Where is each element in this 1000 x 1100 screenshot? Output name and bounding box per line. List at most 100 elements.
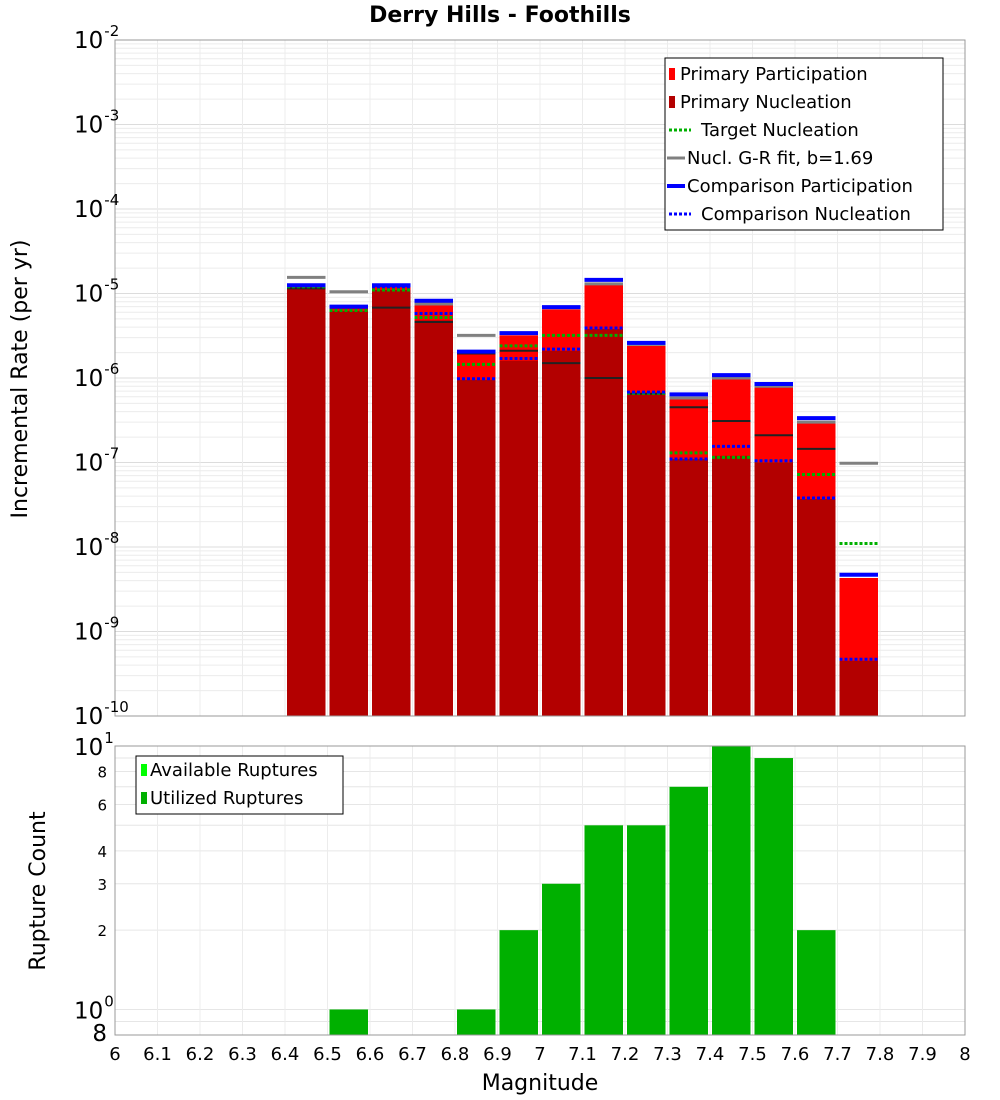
bottom-y-axis-title: Rupture Count <box>26 811 51 971</box>
bottom-y-tick-exponent: 0 <box>104 992 114 1010</box>
rupture-count-bar <box>457 1009 496 1035</box>
top-y-tick-label: 10-8 <box>74 529 119 561</box>
top-y-tick-label: 10-5 <box>74 276 119 308</box>
legend-label: Available Ruptures <box>150 760 318 781</box>
top-y-tick-exponent: -6 <box>104 360 119 378</box>
nucleation-bar <box>287 288 326 716</box>
top-y-tick-exponent: -7 <box>104 445 119 463</box>
x-tick-label: 7.5 <box>738 1044 767 1065</box>
nucleation-bar <box>839 660 878 716</box>
nucleation-bar <box>414 320 453 716</box>
top-y-tick-exponent: -9 <box>104 614 119 632</box>
legend-label: Nucl. G-R fit, b=1.69 <box>687 148 873 169</box>
nucleation-bar <box>712 455 751 716</box>
x-tick-label: 8 <box>959 1044 970 1065</box>
x-tick-label: 6.6 <box>356 1044 385 1065</box>
nucleation-bar <box>584 329 623 716</box>
top-legend-box <box>664 57 944 231</box>
x-tick-label: 7.6 <box>781 1044 810 1065</box>
x-tick-label: 7.4 <box>696 1044 725 1065</box>
top-y-tick-label: 10-3 <box>74 107 119 139</box>
rupture-count-bar <box>712 746 751 1035</box>
bottom-y-tick-label: 3 <box>97 876 107 894</box>
x-tick-label: 7.9 <box>908 1044 937 1065</box>
bottom-y-tick-label: 2 <box>97 922 107 940</box>
top-y-tick-label: 10-6 <box>74 360 119 392</box>
x-tick-label: 7.1 <box>568 1044 597 1065</box>
nucleation-bar <box>542 350 581 716</box>
legend-label: Comparison Participation <box>687 176 913 197</box>
nucleation-bar <box>329 311 368 716</box>
rupture-count-bar <box>627 825 666 1035</box>
nucleation-bar <box>627 393 666 716</box>
legend-swatch <box>669 96 675 108</box>
legend-label: Target Nucleation <box>700 120 859 141</box>
top-y-tick-label: 10-10 <box>74 698 129 730</box>
nucleation-bar <box>754 462 793 716</box>
rupture-count-bar <box>329 1009 368 1035</box>
x-tick-label: 6 <box>109 1044 120 1065</box>
bottom-y-tick-label: 8 <box>97 764 107 782</box>
bottom-plot-frame <box>114 745 966 1036</box>
legend-label: Comparison Nucleation <box>701 204 911 225</box>
top-lines <box>114 39 966 717</box>
x-tick-label: 7.2 <box>611 1044 640 1065</box>
x-tick-label: 6.3 <box>228 1044 257 1065</box>
x-tick-label: 6.7 <box>398 1044 427 1065</box>
top-y-tick-label: 10-7 <box>74 445 119 477</box>
nucleation-bar <box>372 290 411 716</box>
top-y-tick-exponent: -3 <box>104 107 119 125</box>
rupture-count-bar <box>797 930 836 1035</box>
rupture-count-bar <box>499 930 538 1035</box>
x-tick-label: 7.3 <box>653 1044 682 1065</box>
top-legend: Primary Participation Primary Nucleation T… <box>664 57 944 231</box>
top-y-tick-exponent: -2 <box>104 22 119 40</box>
x-tick-label: 6.5 <box>313 1044 342 1065</box>
top-y-tick-exponent: -8 <box>104 529 119 547</box>
bottom-y-tick-label: 6 <box>97 796 107 814</box>
x-tick-label: 6.8 <box>441 1044 470 1065</box>
legend-label: Primary Participation <box>680 64 868 85</box>
nucleation-bar <box>457 379 496 716</box>
nucleation-bar <box>669 459 708 716</box>
x-tick-label: 6.9 <box>483 1044 512 1065</box>
bottom-y-tick-exponent: 1 <box>104 729 114 747</box>
nucleation-bar <box>797 498 836 716</box>
x-axis-title: Magnitude <box>482 1071 599 1096</box>
rupture-count-bar <box>584 825 623 1035</box>
rupture-count-bar <box>754 758 793 1035</box>
x-tick-label: 7.7 <box>823 1044 852 1065</box>
rupture-count-bar <box>542 883 581 1035</box>
bottom-legend-box <box>135 755 344 815</box>
top-y-tick-label: 10-4 <box>74 191 119 223</box>
top-y-tick-label: 10-9 <box>74 614 119 646</box>
bottom-y-tick-label: 8 <box>92 1021 107 1047</box>
legend-swatch <box>141 792 147 804</box>
top-y-tick-exponent: -4 <box>104 191 119 209</box>
legend-swatch <box>141 764 147 776</box>
x-tick-label: 7 <box>534 1044 545 1065</box>
top-y-axis-title: Incremental Rate (per yr) <box>8 240 33 519</box>
x-tick-label: 6.2 <box>186 1044 215 1065</box>
x-ticks: 6 6.1 6.2 6.3 6.4 6.5 6.6 6.7 6.8 6.9 7 7.1 7.2 7.3 7.… <box>109 1044 970 1065</box>
bottom-y-tick-label: 101 <box>74 729 114 761</box>
top-y-tick-exponent: -10 <box>104 698 129 716</box>
x-tick-label: 6.4 <box>271 1044 300 1065</box>
top-bars <box>287 282 878 716</box>
legend-label: Utilized Ruptures <box>150 788 303 809</box>
top-y-tick-exponent: -5 <box>104 276 119 294</box>
bottom-bars <box>114 745 966 1036</box>
legend-label: Primary Nucleation <box>680 92 852 113</box>
top-y-tick-label: 10-2 <box>74 22 119 54</box>
legend-swatch <box>669 68 675 80</box>
chart-title: Derry Hills - Foothills <box>369 3 631 28</box>
bottom-y-tick-label: 4 <box>97 843 107 861</box>
x-tick-label: 7.8 <box>866 1044 895 1065</box>
bottom-y-tick-label: 100 <box>74 992 114 1024</box>
nucleation-bar <box>499 360 538 716</box>
x-tick-label: 6.1 <box>143 1044 172 1065</box>
rupture-count-bar <box>669 786 708 1035</box>
top-plot-frame <box>114 39 966 717</box>
